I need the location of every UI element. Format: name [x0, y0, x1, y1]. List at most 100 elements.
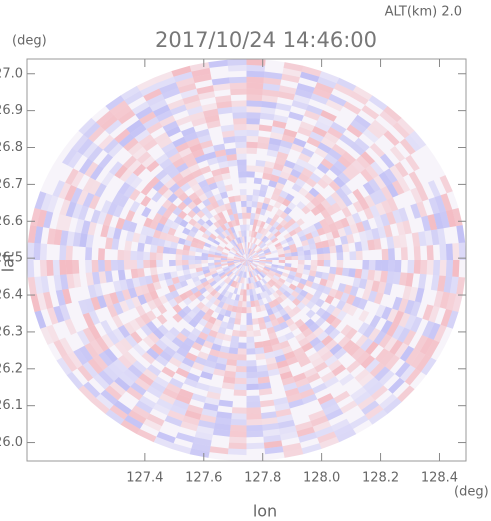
echo-cell — [362, 260, 370, 270]
echo-cell — [109, 404, 128, 420]
echo-cell — [325, 339, 338, 351]
echo-cell — [122, 351, 137, 365]
echo-cell — [261, 278, 268, 285]
echo-cell — [78, 385, 96, 403]
echo-cell — [241, 206, 247, 213]
echo-cell — [134, 316, 146, 328]
echo-cell — [182, 249, 190, 256]
echo-cell — [242, 277, 245, 284]
y-tick-label: 26.6 — [0, 214, 23, 229]
echo-cell — [322, 246, 331, 254]
echo-cell — [53, 305, 65, 323]
echo-cell — [121, 289, 132, 301]
echo-cell — [368, 409, 388, 425]
echo-cell — [246, 76, 264, 84]
echo-cell — [94, 183, 107, 198]
echo-cell — [308, 322, 320, 333]
echo-cell — [275, 223, 283, 231]
echo-cell — [283, 290, 291, 298]
echo-cell — [178, 83, 197, 94]
echo-cell — [379, 393, 398, 410]
echo-cell — [231, 274, 237, 281]
echo-cell — [246, 260, 252, 265]
echo-cell — [239, 236, 244, 243]
echo-cell — [213, 143, 226, 152]
echo-cell — [156, 314, 168, 325]
echo-cell — [351, 296, 362, 308]
echo-cell — [352, 188, 364, 201]
echo-cell — [145, 310, 157, 321]
echo-cell — [248, 230, 253, 237]
echo-cell — [331, 202, 342, 213]
echo-cell — [227, 353, 238, 361]
echo-cell — [279, 211, 288, 220]
echo-cell — [353, 114, 371, 129]
echo-cell — [170, 104, 187, 116]
echo-cell — [271, 264, 279, 268]
echo-cell — [194, 188, 205, 197]
echo-cell — [325, 99, 344, 112]
echo-cell — [265, 224, 273, 231]
echo-cell — [111, 238, 120, 250]
echo-cell — [106, 330, 120, 345]
echo-cell — [232, 112, 247, 119]
echo-cell — [340, 400, 358, 414]
echo-cell — [156, 252, 163, 260]
echo-cell — [141, 352, 156, 365]
echo-cell — [394, 361, 411, 378]
echo-cell — [164, 415, 183, 427]
echo-cell — [284, 252, 292, 257]
echo-cell — [212, 428, 231, 437]
echo-cell — [215, 417, 232, 425]
echo-cell — [188, 250, 196, 256]
echo-cell — [156, 76, 176, 89]
x-axis-label: lon — [253, 502, 277, 521]
echo-cell — [233, 118, 247, 125]
echo-cell — [252, 318, 259, 325]
echo-cell — [254, 165, 265, 173]
echo-cell — [52, 180, 66, 198]
echo-cell — [230, 424, 247, 432]
echo-cell — [274, 402, 290, 412]
echo-cell — [251, 282, 255, 290]
echo-cell — [224, 310, 232, 318]
echo-cell — [256, 266, 263, 272]
echo-cell — [349, 286, 359, 297]
echo-cell — [301, 205, 311, 215]
echo-cell — [191, 67, 211, 78]
echo-field — [27, 59, 466, 461]
echo-cell — [296, 268, 304, 274]
echo-cell — [100, 200, 112, 214]
echo-cell — [258, 263, 266, 267]
echo-cell — [343, 225, 353, 236]
echo-cell — [73, 348, 88, 366]
echo-cell — [284, 160, 296, 169]
echo-cell — [305, 232, 314, 240]
echo-cell — [125, 298, 136, 310]
echo-cell — [304, 318, 315, 328]
echo-cell — [350, 142, 366, 156]
echo-cell — [411, 232, 421, 247]
echo-cell — [413, 246, 421, 260]
echo-cell — [341, 267, 350, 277]
echo-cell — [295, 377, 310, 388]
echo-cell — [197, 294, 206, 302]
echo-cell — [157, 137, 173, 149]
echo-cell — [144, 275, 153, 285]
echo-cell — [262, 89, 279, 97]
echo-cell — [398, 207, 409, 222]
echo-cell — [227, 221, 234, 228]
echo-cell — [191, 237, 200, 244]
echo-cell — [310, 282, 320, 290]
echo-cell — [205, 211, 214, 220]
echo-cell — [258, 322, 267, 330]
echo-cell — [181, 126, 196, 137]
echo-cell — [184, 239, 192, 247]
echo-cell — [264, 351, 275, 359]
echo-cell — [246, 401, 261, 408]
echo-cell — [360, 338, 374, 352]
echo-cell — [303, 264, 311, 271]
echo-cell — [131, 101, 150, 115]
echo-cell — [246, 260, 253, 262]
echo-cell — [302, 244, 311, 251]
